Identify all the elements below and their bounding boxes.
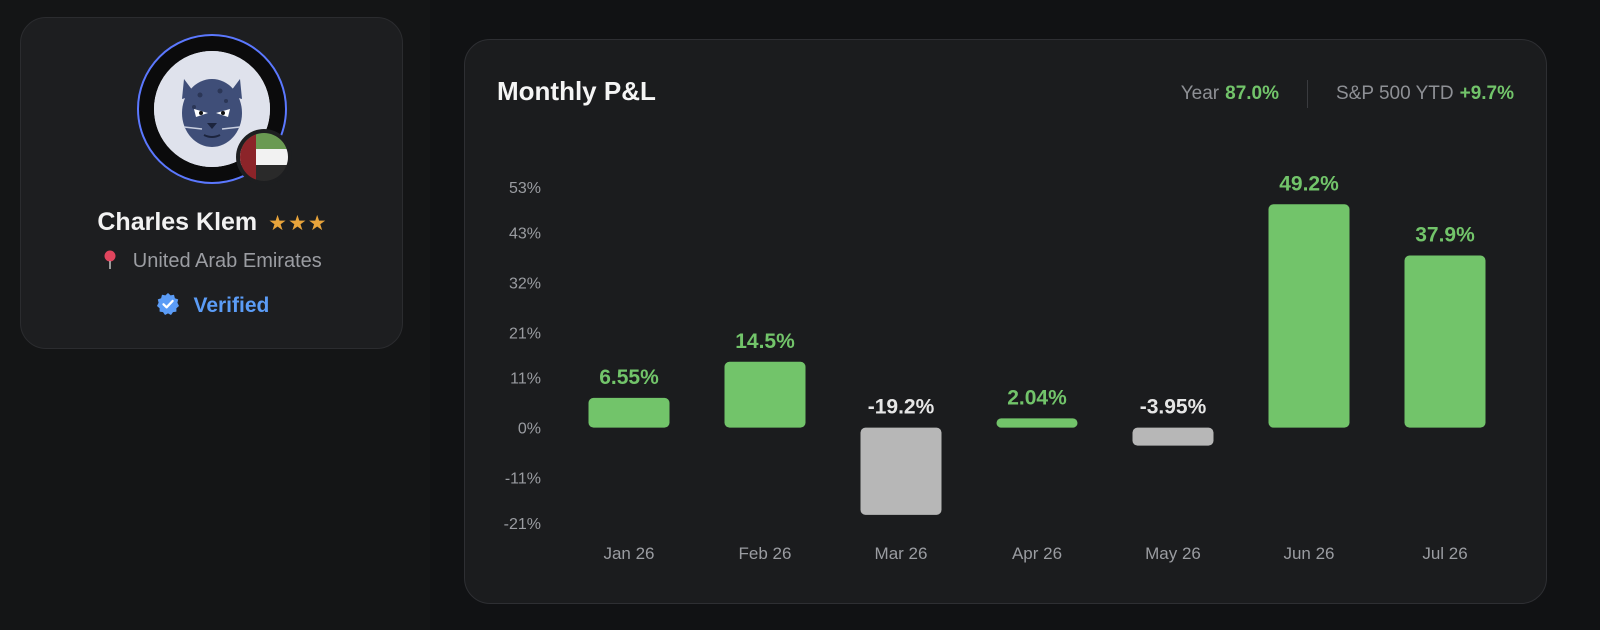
x-tick-label: Feb 26 [739,544,792,563]
uae-flag-icon [236,129,292,185]
profile-name[interactable]: Charles Klem [97,208,258,236]
bar-mar-26[interactable] [860,427,942,515]
x-tick-label: May 26 [1145,544,1201,563]
bar-value-label: 49.2% [1279,172,1339,195]
bar-may-26[interactable] [1132,427,1214,446]
x-tick-label: Jul 26 [1422,544,1467,563]
bar-jun-26[interactable] [1268,204,1350,428]
sp500-label: S&P 500 YTD [1336,83,1454,104]
bar-value-label: -3.95% [1140,396,1207,419]
bar-value-label: 2.04% [1007,386,1067,409]
pnl-title: Monthly P&L [497,76,656,106]
location-row: United Arab Emirates [21,250,404,276]
bar-apr-26[interactable] [996,418,1078,428]
performance-stats: Year 87.0% S&P 500 YTD +9.7% [1181,80,1514,108]
y-tick-label: 53% [509,180,541,197]
y-tick-label: 21% [509,325,541,342]
y-tick-label: -21% [504,516,541,533]
bar-jul-26[interactable] [1404,255,1486,428]
rating-stars-icon: ★★★ [268,212,328,235]
bar-value-label: 37.9% [1415,224,1475,247]
x-tick-label: Jun 26 [1283,544,1334,563]
bar-value-label: 14.5% [735,330,795,353]
year-label: Year [1180,83,1220,104]
x-tick-label: Mar 26 [875,544,928,563]
y-tick-label: 11% [510,371,541,388]
y-tick-label: 0% [518,421,541,438]
profile-name-row: Charles Klem ★★★ [21,208,404,237]
x-tick-label: Jan 26 [603,544,654,563]
y-tick-label: 43% [509,225,541,242]
bar-value-label: -19.2% [868,396,935,419]
sp500-value: +9.7% [1459,83,1514,104]
location-pin-icon [103,250,117,276]
location-text: United Arab Emirates [132,250,322,272]
year-value: 87.0% [1225,83,1279,104]
profile-card: Charles Klem ★★★ United Arab Emirates Ve… [20,17,403,349]
verified-label: Verified [193,294,270,317]
stats-divider [1307,80,1308,108]
verified-check-icon [156,292,180,322]
monthly-pnl-card: Monthly P&L Year 87.0% S&P 500 YTD +9.7%… [464,39,1547,604]
pnl-bar-chart: 53% 43% 32% 21% 11% 0% -11% -21% 6.55% Jan 26 14.5… [504,172,1486,563]
x-tick-label: Apr 26 [1012,544,1062,563]
y-tick-label: 32% [509,275,541,292]
bar-value-label: 6.55% [599,366,659,389]
verified-badge: Verified [21,292,404,322]
bar-feb-26[interactable] [724,361,806,428]
bar-jan-26[interactable] [588,397,670,428]
y-tick-label: -11% [505,471,541,488]
